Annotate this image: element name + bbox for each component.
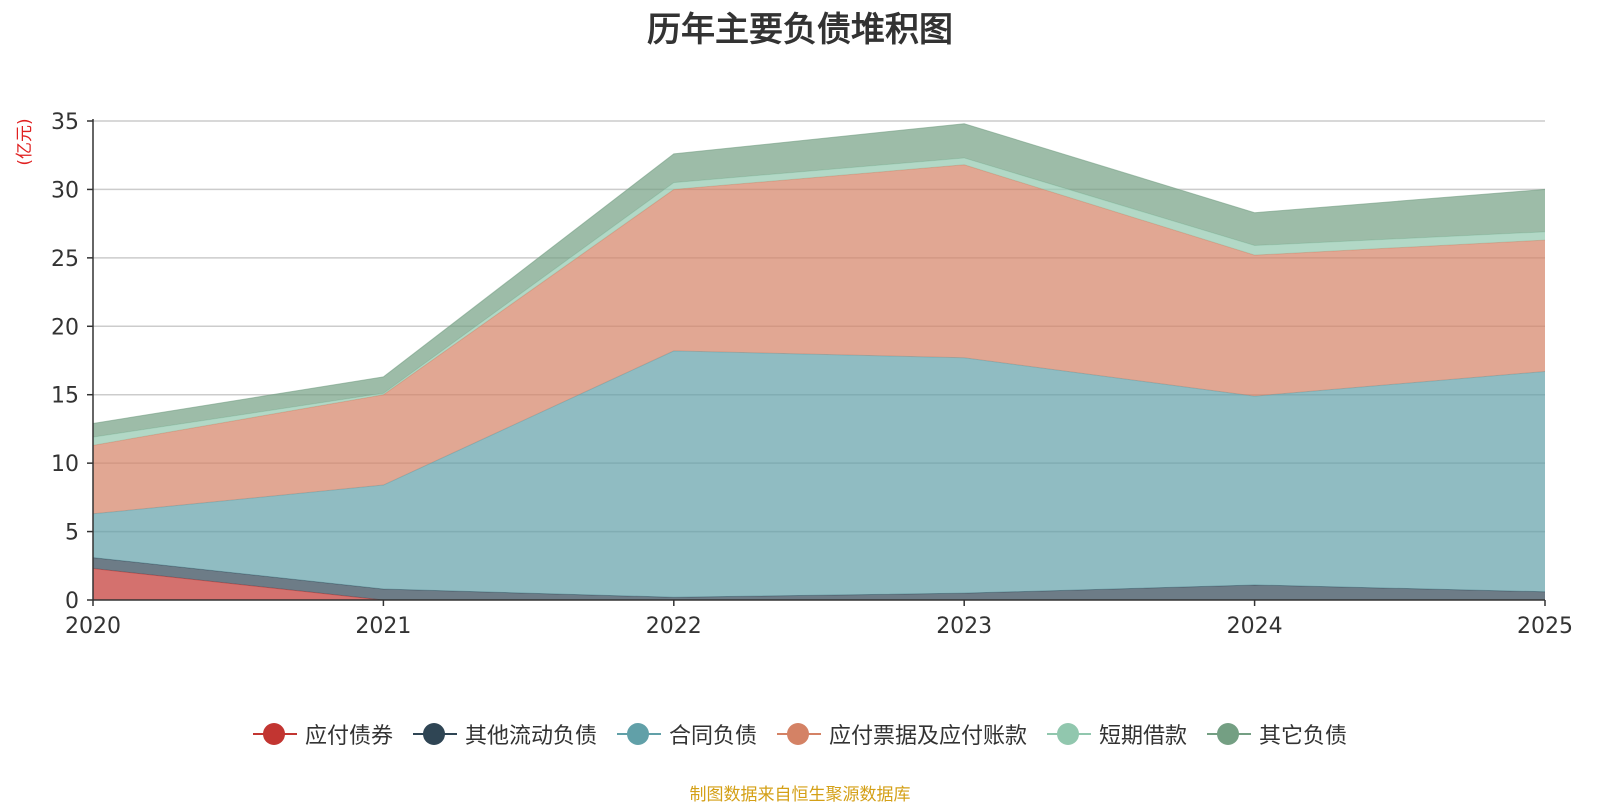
area-series-0[interactable]: [93, 568, 1545, 600]
legend-item[interactable]: 其他流动负债: [412, 718, 597, 750]
y-axis-unit-label: (亿元): [15, 118, 35, 165]
legend-label: 其他流动负债: [464, 724, 597, 749]
y-tick-label: 15: [51, 384, 79, 409]
area-layer: [92, 123, 1546, 601]
chart-title: 历年主要负债堆积图: [647, 10, 953, 50]
legend-label: 合同负债: [668, 724, 757, 749]
area-series-1[interactable]: [93, 557, 1545, 600]
area-series-3[interactable]: [93, 164, 1545, 514]
legend-label: 应付债券: [304, 724, 393, 749]
y-tick-label: 20: [51, 315, 79, 340]
x-tick-label: 2023: [936, 614, 992, 639]
y-tick-label: 35: [51, 110, 79, 135]
legend-item[interactable]: 其它负债: [1207, 718, 1347, 750]
legend-marker-icon: [777, 723, 821, 745]
x-tick-label: 2022: [646, 614, 702, 639]
legend-label: 短期借款: [1099, 724, 1188, 749]
legend-item[interactable]: 短期借款: [1047, 718, 1187, 750]
legend-label: 应付票据及应付账款: [829, 724, 1028, 749]
legend-item[interactable]: 应付债券: [252, 718, 393, 750]
y-tick-label: 5: [65, 521, 79, 546]
y-tick-label: 30: [51, 178, 79, 203]
y-tick-label: 25: [51, 247, 79, 272]
legend-marker-icon: [616, 723, 661, 745]
x-tick-label: 2024: [1227, 614, 1283, 639]
y-tick-label: 10: [51, 452, 79, 477]
x-tick-label: 2020: [65, 614, 121, 639]
source-note: 制图数据来自恒生聚源数据库: [689, 785, 911, 805]
x-tick-label: 2021: [355, 614, 411, 639]
legend-marker-icon: [252, 723, 297, 745]
area-series-5[interactable]: [93, 123, 1545, 438]
x-tick-label: 2025: [1517, 614, 1573, 639]
legend-label: 其它负债: [1259, 724, 1348, 749]
area-edge-5: [92, 123, 1546, 424]
legend-marker-icon: [1047, 723, 1092, 745]
legend-marker-icon: [412, 723, 457, 745]
legend-item[interactable]: 应付票据及应付账款: [777, 718, 1027, 750]
legend: 应付债券 其他流动负债 合同负债 应付票据及应付账款 短期借款 其它负债: [0, 718, 1600, 750]
area-series-4[interactable]: [93, 157, 1545, 446]
legend-marker-icon: [1207, 723, 1252, 745]
area-series-2[interactable]: [93, 350, 1545, 598]
legend-item[interactable]: 合同负债: [616, 718, 757, 750]
y-tick-label: 0: [65, 589, 79, 614]
